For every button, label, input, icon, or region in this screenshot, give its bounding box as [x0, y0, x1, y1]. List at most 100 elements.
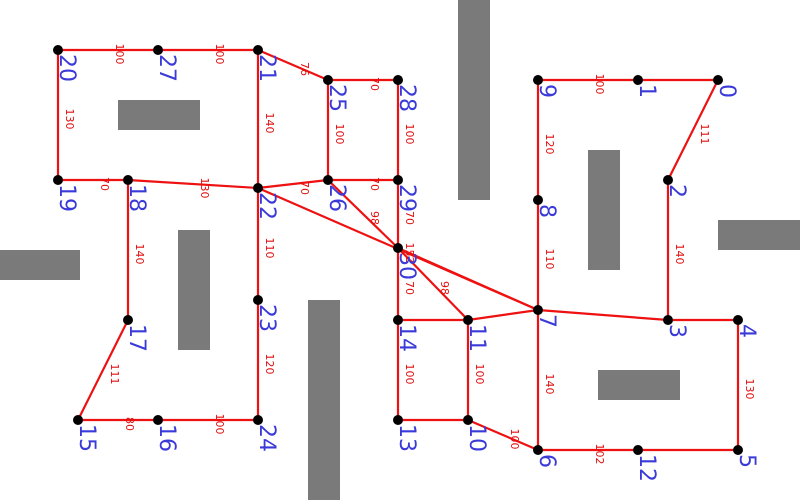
edge-weight-label: 140: [133, 244, 146, 265]
edge-weight-label: 120: [543, 134, 556, 155]
node-5: [733, 445, 743, 455]
node-label-20: 20: [54, 54, 79, 82]
node-14: [393, 315, 403, 325]
edge-10-6: [467, 418, 539, 452]
node-10: [463, 415, 473, 425]
edge-weight-label: 110: [543, 249, 556, 270]
node-25: [323, 75, 333, 85]
edge-30-11: [397, 247, 469, 321]
node-2: [663, 175, 673, 185]
node-6: [533, 445, 543, 455]
obstacle-block-2: [0, 250, 80, 280]
edge-weight-label: 140: [543, 374, 556, 395]
edge-weight-label: 100: [593, 74, 606, 95]
node-label-28: 28: [394, 84, 419, 112]
node-28: [393, 75, 403, 85]
edge-weight-label: 80: [123, 417, 136, 431]
node-label-1: 1: [634, 84, 659, 98]
node-22: [253, 183, 263, 193]
node-19: [53, 175, 63, 185]
edge-11-7: [467, 308, 539, 322]
node-12: [633, 445, 643, 455]
node-3: [663, 315, 673, 325]
node-label-25: 25: [324, 84, 349, 112]
node-label-6: 6: [534, 454, 559, 468]
node-label-4: 4: [734, 324, 759, 338]
edge-weight-label: 111: [108, 364, 121, 385]
obstacle-block-7: [598, 370, 680, 400]
edge-weight-label: 70: [368, 77, 381, 91]
node-layer: [53, 45, 743, 455]
edge-weight-label: 100: [473, 364, 486, 385]
node-label-10: 10: [464, 424, 489, 452]
node-7: [533, 305, 543, 315]
edge-weight-label: 70: [368, 177, 381, 191]
node-label-13: 13: [394, 424, 419, 452]
edge-weight-label: 100: [213, 44, 226, 65]
edge-17-15: [77, 319, 129, 421]
node-17: [123, 315, 133, 325]
edge-weight-label: 98: [438, 281, 451, 295]
edge-layer: [56, 48, 740, 452]
edge-weight-label: 70: [298, 181, 311, 195]
obstacle-block-0: [118, 100, 200, 130]
edge-weight-label: 110: [263, 238, 276, 259]
node-label-17: 17: [124, 324, 149, 352]
node-15: [73, 415, 83, 425]
node-9: [533, 75, 543, 85]
node-label-5: 5: [734, 454, 759, 468]
node-1: [633, 75, 643, 85]
node-20: [53, 45, 63, 55]
node-16: [153, 415, 163, 425]
edge-weight-label: 130: [198, 178, 211, 199]
edge-weight-label: 100: [508, 429, 521, 450]
node-11: [463, 315, 473, 325]
edge-weight-label: 100: [333, 124, 346, 145]
node-label-29: 29: [394, 184, 419, 212]
node-18: [123, 175, 133, 185]
node-24: [253, 415, 263, 425]
node-26: [323, 175, 333, 185]
node-label-27: 27: [154, 54, 179, 82]
edge-weight-label: 120: [263, 354, 276, 375]
obstacle-block-6: [718, 220, 800, 250]
edge-weight-label: 100: [403, 124, 416, 145]
node-label-7: 7: [534, 314, 559, 328]
edge-weight-label: 111: [698, 124, 711, 145]
node-label-21: 21: [254, 54, 279, 82]
edge-weight-label: 140: [263, 113, 276, 134]
node-label-19: 19: [54, 184, 79, 212]
node-27: [153, 45, 163, 55]
node-label-23: 23: [254, 304, 279, 332]
edge-weight-label: 130: [63, 109, 76, 130]
node-29: [393, 175, 403, 185]
node-label-22: 22: [254, 192, 279, 220]
node-8: [533, 195, 543, 205]
edge-weight-label: 100: [403, 364, 416, 385]
edge-weight-label: 70: [403, 281, 416, 295]
edge-weight-label: 140: [673, 244, 686, 265]
node-label-0: 0: [714, 84, 739, 98]
node-label-3: 3: [664, 324, 689, 338]
node-4: [733, 315, 743, 325]
node-label-24: 24: [254, 424, 279, 452]
edge-weight-label: 102: [593, 444, 606, 465]
edge-30-7: [397, 246, 539, 312]
node-label-16: 16: [154, 424, 179, 452]
edge-weight-label: 76: [298, 62, 311, 76]
obstacle-block-4: [458, 0, 490, 200]
node-label-26: 26: [324, 184, 349, 212]
edge-22-26: [257, 178, 329, 190]
node-21: [253, 45, 263, 55]
node-label-9: 9: [534, 84, 559, 98]
node-label-2: 2: [664, 184, 689, 198]
edge-weight-label: 70: [403, 211, 416, 225]
node-30: [393, 243, 403, 253]
edge-weight-label: 70: [98, 177, 111, 191]
edge-weight-label: 130: [743, 379, 756, 400]
edge-weight-label: 100: [113, 44, 126, 65]
